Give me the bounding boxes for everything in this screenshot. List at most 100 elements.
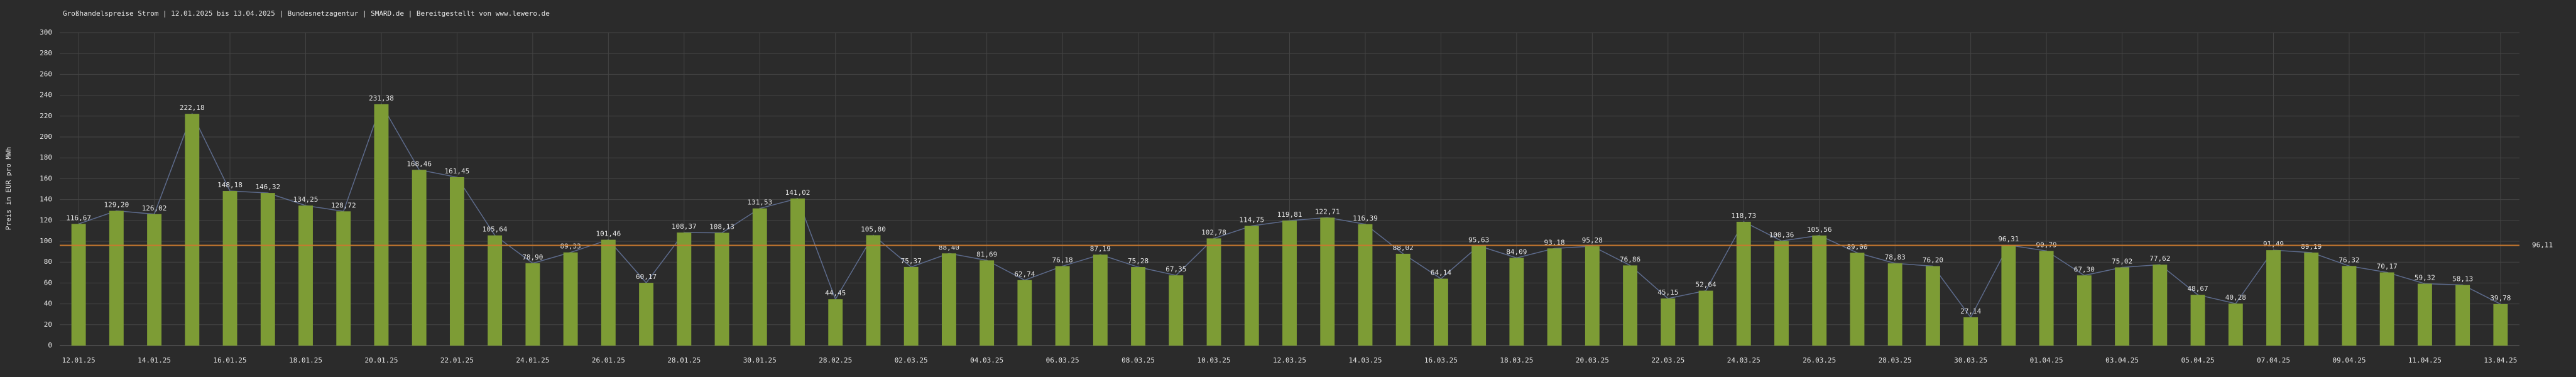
bar bbox=[1282, 221, 1297, 346]
data-label: 161,45 bbox=[445, 167, 470, 175]
y-axis-label: Preis in EUR pro MWh bbox=[4, 147, 13, 230]
data-label: 129,20 bbox=[104, 201, 129, 209]
data-label: 146,32 bbox=[255, 183, 280, 191]
data-label: 67,35 bbox=[1165, 265, 1186, 273]
data-label: 114,75 bbox=[1239, 216, 1264, 224]
x-tick-label: 12.03.25 bbox=[1273, 356, 1306, 364]
bar bbox=[714, 232, 729, 346]
data-label: 40,28 bbox=[2225, 293, 2246, 302]
data-label: 84,09 bbox=[1506, 248, 1527, 256]
bar bbox=[260, 193, 275, 346]
bar bbox=[1509, 258, 1524, 346]
bar bbox=[1963, 317, 1978, 346]
y-tick-label: 280 bbox=[40, 49, 52, 57]
data-label: 75,37 bbox=[901, 257, 922, 265]
y-tick-label: 180 bbox=[40, 153, 52, 161]
x-tick-label: 09.04.25 bbox=[2332, 356, 2366, 364]
bar bbox=[866, 235, 881, 346]
data-label: 118,73 bbox=[1731, 212, 1756, 220]
data-label: 148,18 bbox=[217, 181, 243, 189]
x-tick-label: 08.03.25 bbox=[1122, 356, 1155, 364]
y-tick-label: 300 bbox=[40, 28, 52, 36]
y-tick-label: 60 bbox=[44, 278, 52, 287]
data-label: 67,30 bbox=[2074, 265, 2095, 273]
bar bbox=[1661, 298, 1676, 346]
data-label: 64,14 bbox=[1431, 269, 1451, 277]
data-label: 134,25 bbox=[293, 195, 319, 204]
bar bbox=[1887, 263, 1902, 346]
bar bbox=[1433, 278, 1448, 346]
bar bbox=[1244, 226, 1259, 346]
bar bbox=[71, 224, 86, 346]
data-label: 75,28 bbox=[1128, 257, 1149, 265]
data-label: 59,32 bbox=[2415, 274, 2435, 282]
data-label: 60,17 bbox=[636, 273, 657, 281]
bar bbox=[2379, 272, 2394, 346]
bar bbox=[1320, 217, 1335, 346]
x-tick-label: 18.03.25 bbox=[1500, 356, 1533, 364]
bar bbox=[298, 205, 313, 346]
x-tick-label: 26.01.25 bbox=[592, 356, 625, 364]
bar bbox=[1131, 267, 1146, 346]
data-label: 58,13 bbox=[2452, 275, 2473, 283]
data-label: 222,18 bbox=[180, 104, 205, 112]
data-label: 108,13 bbox=[709, 223, 734, 231]
data-label: 105,80 bbox=[861, 225, 886, 233]
bar bbox=[1395, 253, 1411, 346]
x-tick-label: 20.03.25 bbox=[1576, 356, 1609, 364]
x-tick-label: 10.03.25 bbox=[1198, 356, 1231, 364]
bar bbox=[449, 177, 464, 346]
bar bbox=[1623, 265, 1638, 346]
data-label: 87,19 bbox=[1090, 244, 1111, 253]
bar bbox=[828, 299, 843, 346]
data-label: 89,33 bbox=[560, 243, 581, 251]
data-label: 100,36 bbox=[1769, 231, 1794, 239]
data-label: 88,40 bbox=[939, 243, 959, 251]
bar bbox=[109, 210, 124, 346]
bar bbox=[980, 260, 995, 346]
data-label: 95,63 bbox=[1468, 236, 1489, 244]
x-tick-label: 24.03.25 bbox=[1727, 356, 1760, 364]
data-label: 76,18 bbox=[1052, 256, 1073, 265]
y-tick-label: 240 bbox=[40, 91, 52, 99]
y-tick-label: 140 bbox=[40, 195, 52, 204]
x-tick-label: 30.03.25 bbox=[1954, 356, 1987, 364]
x-tick-label: 28.03.25 bbox=[1879, 356, 1912, 364]
data-label: 105,56 bbox=[1807, 226, 1832, 234]
data-label: 168,46 bbox=[407, 160, 432, 168]
bar bbox=[412, 170, 427, 346]
x-tick-label: 06.03.25 bbox=[1046, 356, 1079, 364]
data-label: 91,49 bbox=[2263, 240, 2284, 248]
data-label: 108,37 bbox=[672, 222, 697, 231]
bar bbox=[1812, 235, 1827, 346]
x-tick-label: 02.03.25 bbox=[895, 356, 928, 364]
data-label: 77,62 bbox=[2149, 254, 2170, 263]
y-tick-label: 80 bbox=[44, 258, 52, 266]
data-label: 231,38 bbox=[369, 94, 394, 102]
x-tick-label: 16.03.25 bbox=[1424, 356, 1458, 364]
bar bbox=[2115, 267, 2130, 346]
bar bbox=[677, 232, 692, 346]
y-tick-label: 20 bbox=[44, 320, 52, 329]
x-tick-label: 01.04.25 bbox=[2030, 356, 2063, 364]
data-label: 27,14 bbox=[1960, 307, 1981, 315]
data-label: 48,67 bbox=[2187, 285, 2208, 293]
bar bbox=[2001, 245, 2016, 346]
x-tick-label: 18.01.25 bbox=[289, 356, 322, 364]
data-label: 128,72 bbox=[331, 201, 356, 209]
bar bbox=[374, 104, 389, 346]
bar bbox=[1925, 266, 1940, 346]
y-tick-label: 40 bbox=[44, 300, 52, 308]
bar bbox=[2342, 266, 2357, 346]
data-label: 45,15 bbox=[1657, 288, 1678, 297]
bar bbox=[1850, 253, 1865, 346]
data-label: 116,39 bbox=[1353, 214, 1378, 222]
x-tick-label: 28.01.25 bbox=[667, 356, 701, 364]
data-label: 70,17 bbox=[2377, 263, 2398, 271]
x-tick-label: 20.01.25 bbox=[364, 356, 398, 364]
x-tick-label: 22.01.25 bbox=[440, 356, 474, 364]
x-tick-label: 12.01.25 bbox=[62, 356, 96, 364]
bar bbox=[2153, 265, 2168, 346]
data-label: 141,02 bbox=[785, 188, 810, 197]
data-label: 93,18 bbox=[1544, 238, 1565, 246]
